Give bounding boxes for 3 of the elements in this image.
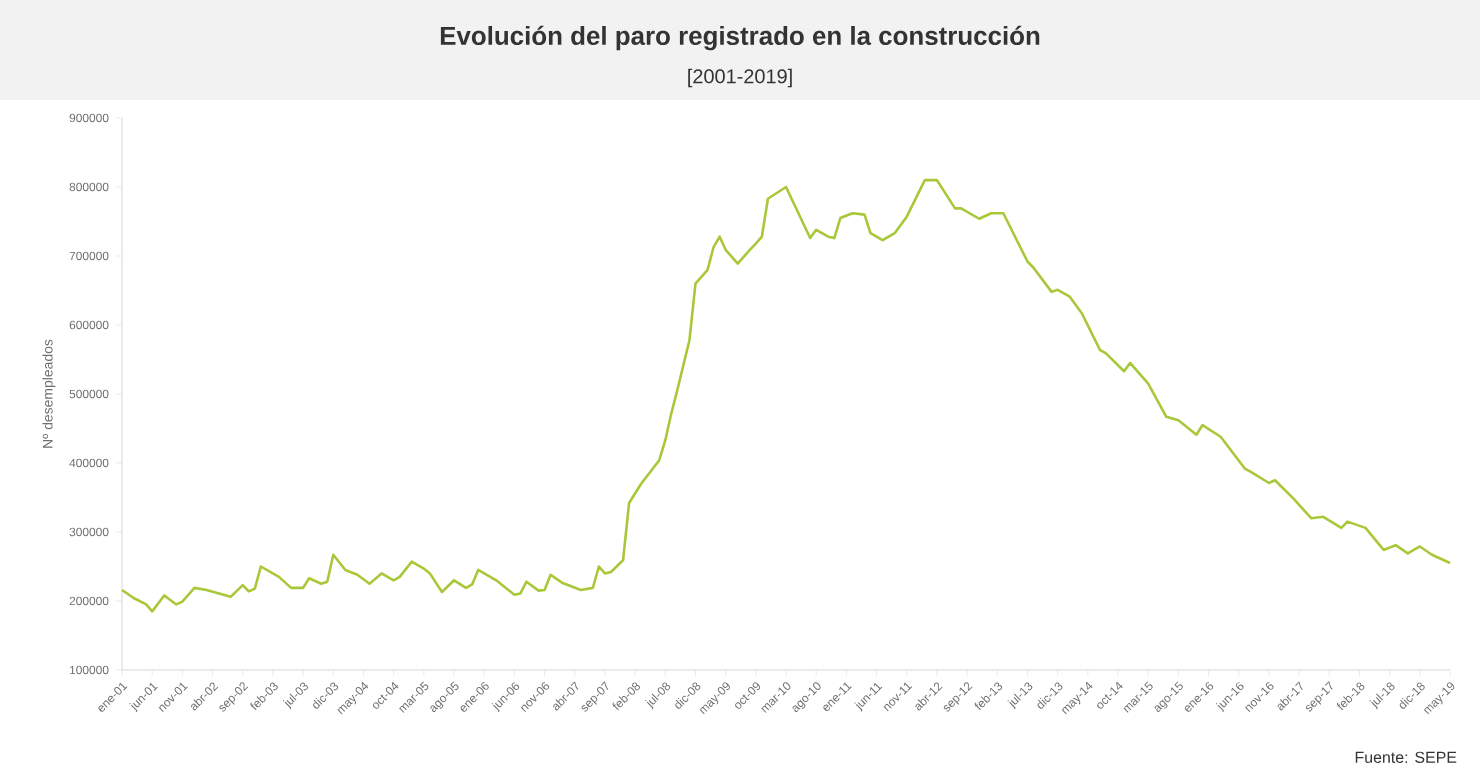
chart-title: Evolución del paro registrado en la construcción: [440, 25, 1040, 51]
line-series: [120, 178, 1452, 613]
chart-subtitle: [2001-2019]: [688, 68, 792, 88]
